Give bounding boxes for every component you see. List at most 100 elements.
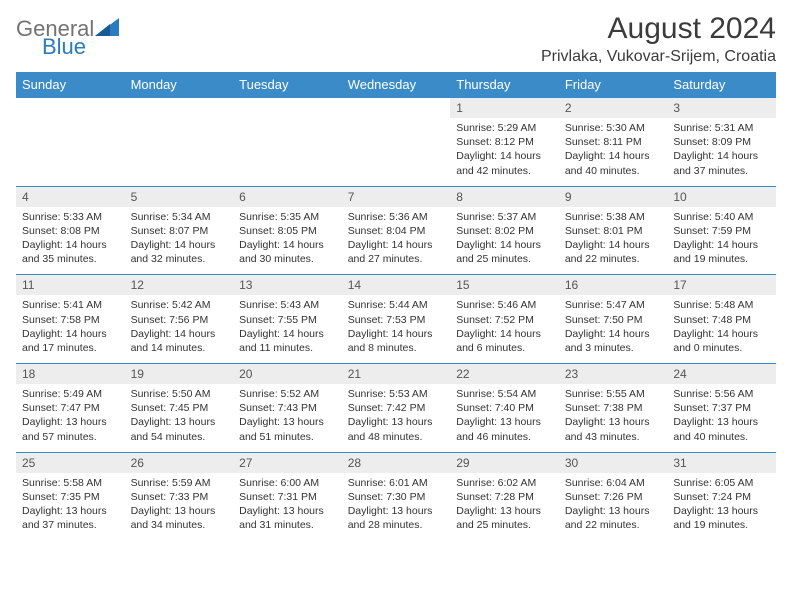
- calendar-day-cell: 23Sunrise: 5:55 AMSunset: 7:38 PMDayligh…: [559, 364, 668, 453]
- day-content: Sunrise: 6:04 AMSunset: 7:26 PMDaylight:…: [559, 473, 668, 541]
- sunset-text: Sunset: 7:43 PM: [239, 401, 336, 415]
- day-header: Tuesday: [233, 72, 342, 98]
- calendar-day-cell: 7Sunrise: 5:36 AMSunset: 8:04 PMDaylight…: [342, 186, 451, 275]
- sunrise-text: Sunrise: 5:44 AM: [348, 298, 445, 312]
- day-number: 13: [233, 275, 342, 295]
- calendar-day-cell: [16, 98, 125, 187]
- calendar-day-cell: 29Sunrise: 6:02 AMSunset: 7:28 PMDayligh…: [450, 452, 559, 540]
- day-content: Sunrise: 5:54 AMSunset: 7:40 PMDaylight:…: [450, 384, 559, 452]
- daylight-text: Daylight: 14 hours and 25 minutes.: [456, 238, 553, 266]
- day-content: Sunrise: 6:00 AMSunset: 7:31 PMDaylight:…: [233, 473, 342, 541]
- sunrise-text: Sunrise: 5:55 AM: [565, 387, 662, 401]
- sunrise-text: Sunrise: 5:59 AM: [131, 476, 228, 490]
- day-number: 21: [342, 364, 451, 384]
- calendar-week-row: 18Sunrise: 5:49 AMSunset: 7:47 PMDayligh…: [16, 364, 776, 453]
- day-content: Sunrise: 5:36 AMSunset: 8:04 PMDaylight:…: [342, 207, 451, 275]
- day-number: 4: [16, 187, 125, 207]
- sunset-text: Sunset: 8:11 PM: [565, 135, 662, 149]
- daylight-text: Daylight: 13 hours and 22 minutes.: [565, 504, 662, 532]
- day-content: Sunrise: 5:35 AMSunset: 8:05 PMDaylight:…: [233, 207, 342, 275]
- sunrise-text: Sunrise: 5:48 AM: [673, 298, 770, 312]
- sunset-text: Sunset: 7:53 PM: [348, 313, 445, 327]
- sunset-text: Sunset: 8:08 PM: [22, 224, 119, 238]
- sunrise-text: Sunrise: 5:30 AM: [565, 121, 662, 135]
- sunset-text: Sunset: 7:38 PM: [565, 401, 662, 415]
- day-content: Sunrise: 5:44 AMSunset: 7:53 PMDaylight:…: [342, 295, 451, 363]
- daylight-text: Daylight: 14 hours and 19 minutes.: [673, 238, 770, 266]
- sunset-text: Sunset: 7:26 PM: [565, 490, 662, 504]
- calendar-day-cell: 28Sunrise: 6:01 AMSunset: 7:30 PMDayligh…: [342, 452, 451, 540]
- calendar-day-cell: 9Sunrise: 5:38 AMSunset: 8:01 PMDaylight…: [559, 186, 668, 275]
- sunrise-text: Sunrise: 6:04 AM: [565, 476, 662, 490]
- month-title: August 2024: [541, 12, 776, 46]
- calendar-day-cell: 14Sunrise: 5:44 AMSunset: 7:53 PMDayligh…: [342, 275, 451, 364]
- day-header: Monday: [125, 72, 234, 98]
- logo-triangle-icon: [95, 18, 119, 40]
- calendar-day-cell: 20Sunrise: 5:52 AMSunset: 7:43 PMDayligh…: [233, 364, 342, 453]
- daylight-text: Daylight: 13 hours and 34 minutes.: [131, 504, 228, 532]
- daylight-text: Daylight: 14 hours and 14 minutes.: [131, 327, 228, 355]
- sunrise-text: Sunrise: 5:31 AM: [673, 121, 770, 135]
- calendar-day-cell: [233, 98, 342, 187]
- sunrise-text: Sunrise: 5:46 AM: [456, 298, 553, 312]
- daylight-text: Daylight: 13 hours and 37 minutes.: [22, 504, 119, 532]
- daylight-text: Daylight: 13 hours and 31 minutes.: [239, 504, 336, 532]
- calendar-week-row: 4Sunrise: 5:33 AMSunset: 8:08 PMDaylight…: [16, 186, 776, 275]
- calendar-day-cell: 24Sunrise: 5:56 AMSunset: 7:37 PMDayligh…: [667, 364, 776, 453]
- title-block: August 2024 Privlaka, Vukovar-Srijem, Cr…: [541, 12, 776, 66]
- sunset-text: Sunset: 7:30 PM: [348, 490, 445, 504]
- day-number: 5: [125, 187, 234, 207]
- day-content: Sunrise: 6:01 AMSunset: 7:30 PMDaylight:…: [342, 473, 451, 541]
- logo: GeneralBlue: [16, 12, 119, 58]
- day-header: Saturday: [667, 72, 776, 98]
- sunrise-text: Sunrise: 5:38 AM: [565, 210, 662, 224]
- day-content: Sunrise: 5:47 AMSunset: 7:50 PMDaylight:…: [559, 295, 668, 363]
- day-header-row: SundayMondayTuesdayWednesdayThursdayFrid…: [16, 72, 776, 98]
- sunset-text: Sunset: 7:50 PM: [565, 313, 662, 327]
- sunset-text: Sunset: 8:05 PM: [239, 224, 336, 238]
- sunrise-text: Sunrise: 5:56 AM: [673, 387, 770, 401]
- calendar-week-row: 25Sunrise: 5:58 AMSunset: 7:35 PMDayligh…: [16, 452, 776, 540]
- day-number: 2: [559, 98, 668, 118]
- daylight-text: Daylight: 14 hours and 35 minutes.: [22, 238, 119, 266]
- day-number: 8: [450, 187, 559, 207]
- day-number: 29: [450, 453, 559, 473]
- day-content: Sunrise: 6:02 AMSunset: 7:28 PMDaylight:…: [450, 473, 559, 541]
- daylight-text: Daylight: 14 hours and 42 minutes.: [456, 149, 553, 177]
- sunset-text: Sunset: 7:47 PM: [22, 401, 119, 415]
- sunset-text: Sunset: 8:04 PM: [348, 224, 445, 238]
- day-content: Sunrise: 5:50 AMSunset: 7:45 PMDaylight:…: [125, 384, 234, 452]
- day-number: 26: [125, 453, 234, 473]
- calendar-day-cell: 17Sunrise: 5:48 AMSunset: 7:48 PMDayligh…: [667, 275, 776, 364]
- day-number: 19: [125, 364, 234, 384]
- daylight-text: Daylight: 13 hours and 46 minutes.: [456, 415, 553, 443]
- day-content: Sunrise: 5:43 AMSunset: 7:55 PMDaylight:…: [233, 295, 342, 363]
- sunrise-text: Sunrise: 5:35 AM: [239, 210, 336, 224]
- calendar-day-cell: 11Sunrise: 5:41 AMSunset: 7:58 PMDayligh…: [16, 275, 125, 364]
- daylight-text: Daylight: 13 hours and 40 minutes.: [673, 415, 770, 443]
- daylight-text: Daylight: 14 hours and 27 minutes.: [348, 238, 445, 266]
- calendar-day-cell: 12Sunrise: 5:42 AMSunset: 7:56 PMDayligh…: [125, 275, 234, 364]
- sunrise-text: Sunrise: 5:29 AM: [456, 121, 553, 135]
- daylight-text: Daylight: 14 hours and 8 minutes.: [348, 327, 445, 355]
- location: Privlaka, Vukovar-Srijem, Croatia: [541, 48, 776, 66]
- daylight-text: Daylight: 13 hours and 51 minutes.: [239, 415, 336, 443]
- day-content: Sunrise: 5:30 AMSunset: 8:11 PMDaylight:…: [559, 118, 668, 186]
- day-number: 7: [342, 187, 451, 207]
- calendar-day-cell: 1Sunrise: 5:29 AMSunset: 8:12 PMDaylight…: [450, 98, 559, 187]
- day-number: 31: [667, 453, 776, 473]
- sunrise-text: Sunrise: 5:50 AM: [131, 387, 228, 401]
- sunset-text: Sunset: 8:01 PM: [565, 224, 662, 238]
- sunrise-text: Sunrise: 5:52 AM: [239, 387, 336, 401]
- daylight-text: Daylight: 13 hours and 28 minutes.: [348, 504, 445, 532]
- day-number: 1: [450, 98, 559, 118]
- sunset-text: Sunset: 7:58 PM: [22, 313, 119, 327]
- daylight-text: Daylight: 14 hours and 0 minutes.: [673, 327, 770, 355]
- day-number: 30: [559, 453, 668, 473]
- day-content: Sunrise: 5:41 AMSunset: 7:58 PMDaylight:…: [16, 295, 125, 363]
- daylight-text: Daylight: 14 hours and 3 minutes.: [565, 327, 662, 355]
- sunset-text: Sunset: 7:55 PM: [239, 313, 336, 327]
- day-number: 9: [559, 187, 668, 207]
- calendar-day-cell: 4Sunrise: 5:33 AMSunset: 8:08 PMDaylight…: [16, 186, 125, 275]
- day-content: Sunrise: 5:58 AMSunset: 7:35 PMDaylight:…: [16, 473, 125, 541]
